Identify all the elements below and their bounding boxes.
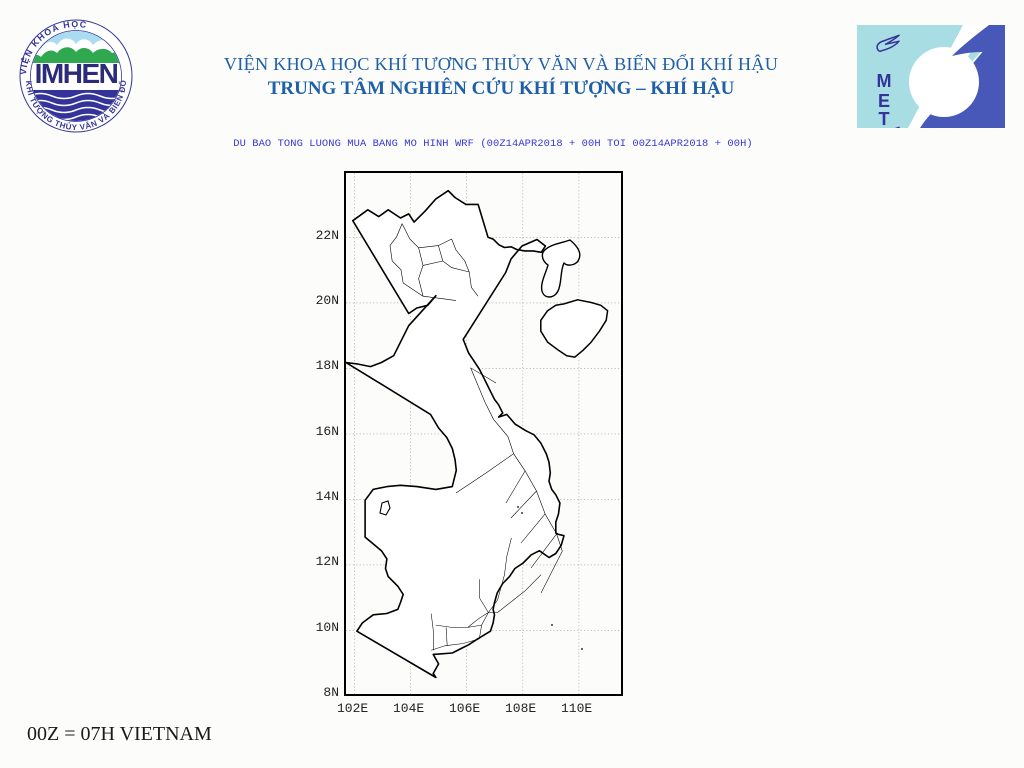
svg-text:T: T — [879, 109, 890, 128]
